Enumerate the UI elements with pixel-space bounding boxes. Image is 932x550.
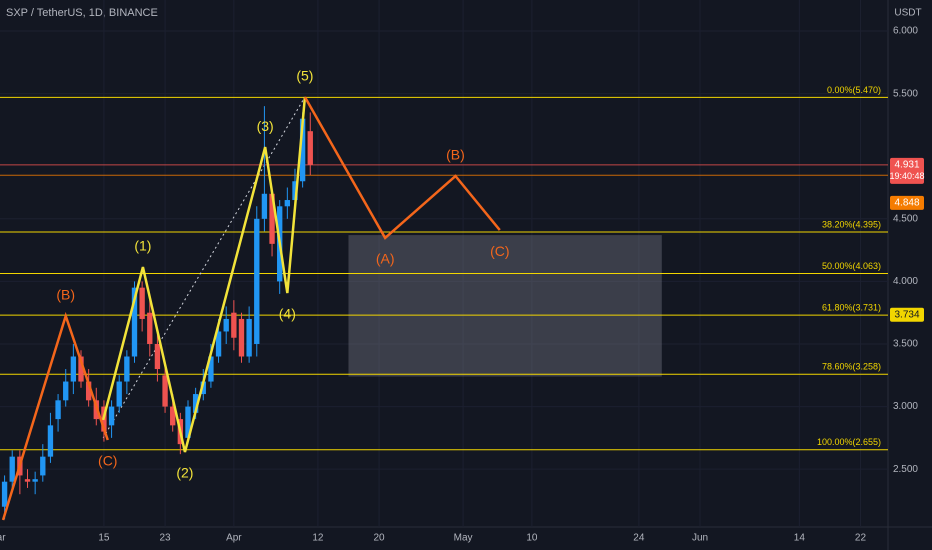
wave-label: (5)	[296, 68, 313, 84]
candle-body	[55, 400, 61, 420]
candle-body	[70, 356, 77, 382]
candle-body	[299, 118, 306, 182]
y-tick-label: 4.500	[893, 213, 918, 224]
price-badge	[890, 195, 924, 210]
fib-label: 61.80%(3.731)	[822, 302, 881, 312]
candle-body	[215, 331, 222, 357]
y-tick-label: 5.500	[893, 88, 918, 99]
target-zone	[348, 235, 662, 377]
wave-line	[1, 311, 109, 521]
wave-label: (C)	[98, 453, 117, 469]
x-tick-label: 23	[160, 533, 172, 544]
wave-label: (B)	[56, 287, 75, 303]
candle-body	[307, 131, 313, 165]
x-tick-label: 10	[526, 533, 538, 544]
wave-label: (2)	[176, 465, 193, 481]
candle-body	[63, 381, 69, 401]
trendline	[102, 96, 306, 439]
candle-body	[223, 318, 229, 332]
candle-body	[154, 343, 161, 370]
wave-line	[101, 96, 307, 453]
fib-label: 100.00%(2.655)	[817, 437, 881, 447]
wave-label: (C)	[490, 243, 509, 259]
wave-label: (3)	[257, 118, 274, 134]
x-tick-label: 14	[794, 533, 806, 544]
candle-body	[147, 312, 153, 344]
candle-body	[108, 406, 115, 426]
y-tick-label: 3.500	[893, 339, 918, 350]
candle-body	[208, 356, 214, 382]
candle-body	[292, 181, 298, 201]
chart-title: SXP / TetherUS, 1D, BINANCE	[6, 7, 158, 19]
fib-label: 38.20%(4.395)	[822, 219, 881, 229]
candle-body	[170, 406, 176, 426]
candle-body	[231, 312, 237, 338]
candle-body	[78, 356, 84, 382]
y-tick-label: 4.000	[893, 276, 918, 287]
candle-body	[139, 287, 145, 319]
candle-body	[238, 318, 245, 357]
price-badge-timer: 19:40:48	[889, 171, 924, 181]
candle-body	[200, 381, 206, 395]
price-badge-label: 3.734	[894, 309, 919, 320]
y-tick-label: 2.500	[893, 464, 918, 475]
fib-label: 78.60%(3.258)	[822, 362, 881, 372]
price-badge-label: 4.931	[894, 160, 919, 171]
wave-line	[303, 96, 501, 240]
x-tick-label: 20	[373, 533, 385, 544]
y-tick-label: 6.000	[893, 26, 918, 37]
wave-label: (A)	[376, 251, 395, 267]
candle-body	[32, 479, 38, 482]
candle-body	[124, 356, 130, 382]
x-tick-label: Mar	[0, 533, 6, 544]
fib-label: 50.00%(4.063)	[822, 261, 881, 271]
wave-label: (4)	[279, 306, 296, 322]
price-badge	[890, 307, 924, 322]
price-badge	[890, 157, 924, 184]
fib-label: 0.00%(5.470)	[827, 85, 881, 95]
candle-body	[24, 479, 31, 482]
x-tick-label: 15	[98, 533, 110, 544]
candle-body	[284, 200, 291, 207]
x-tick-label: 12	[312, 533, 324, 544]
candle-body	[261, 193, 268, 219]
candle-body	[116, 381, 122, 407]
candle-body	[192, 394, 199, 413]
candle-body	[246, 318, 252, 357]
candle-body	[47, 425, 54, 457]
y-axis-label: USDT	[894, 8, 921, 19]
candle-body	[254, 218, 260, 344]
x-tick-label: 22	[855, 533, 867, 544]
candle-body	[162, 375, 168, 407]
candle-body	[1, 481, 8, 507]
candle-body	[131, 287, 138, 357]
y-tick-label: 3.000	[893, 401, 918, 412]
x-tick-label: Jun	[692, 533, 708, 544]
price-badge-label: 4.848	[894, 198, 919, 209]
x-tick-label: May	[454, 533, 473, 544]
x-tick-label: 24	[633, 533, 645, 544]
wave-label: (1)	[134, 238, 151, 254]
candle-body	[40, 456, 46, 476]
candle-body	[85, 381, 92, 401]
wave-label: (B)	[446, 147, 465, 163]
candle-body	[185, 406, 191, 438]
candle-body	[269, 193, 275, 244]
candle-body	[9, 456, 15, 482]
x-tick-label: Apr	[226, 533, 242, 544]
